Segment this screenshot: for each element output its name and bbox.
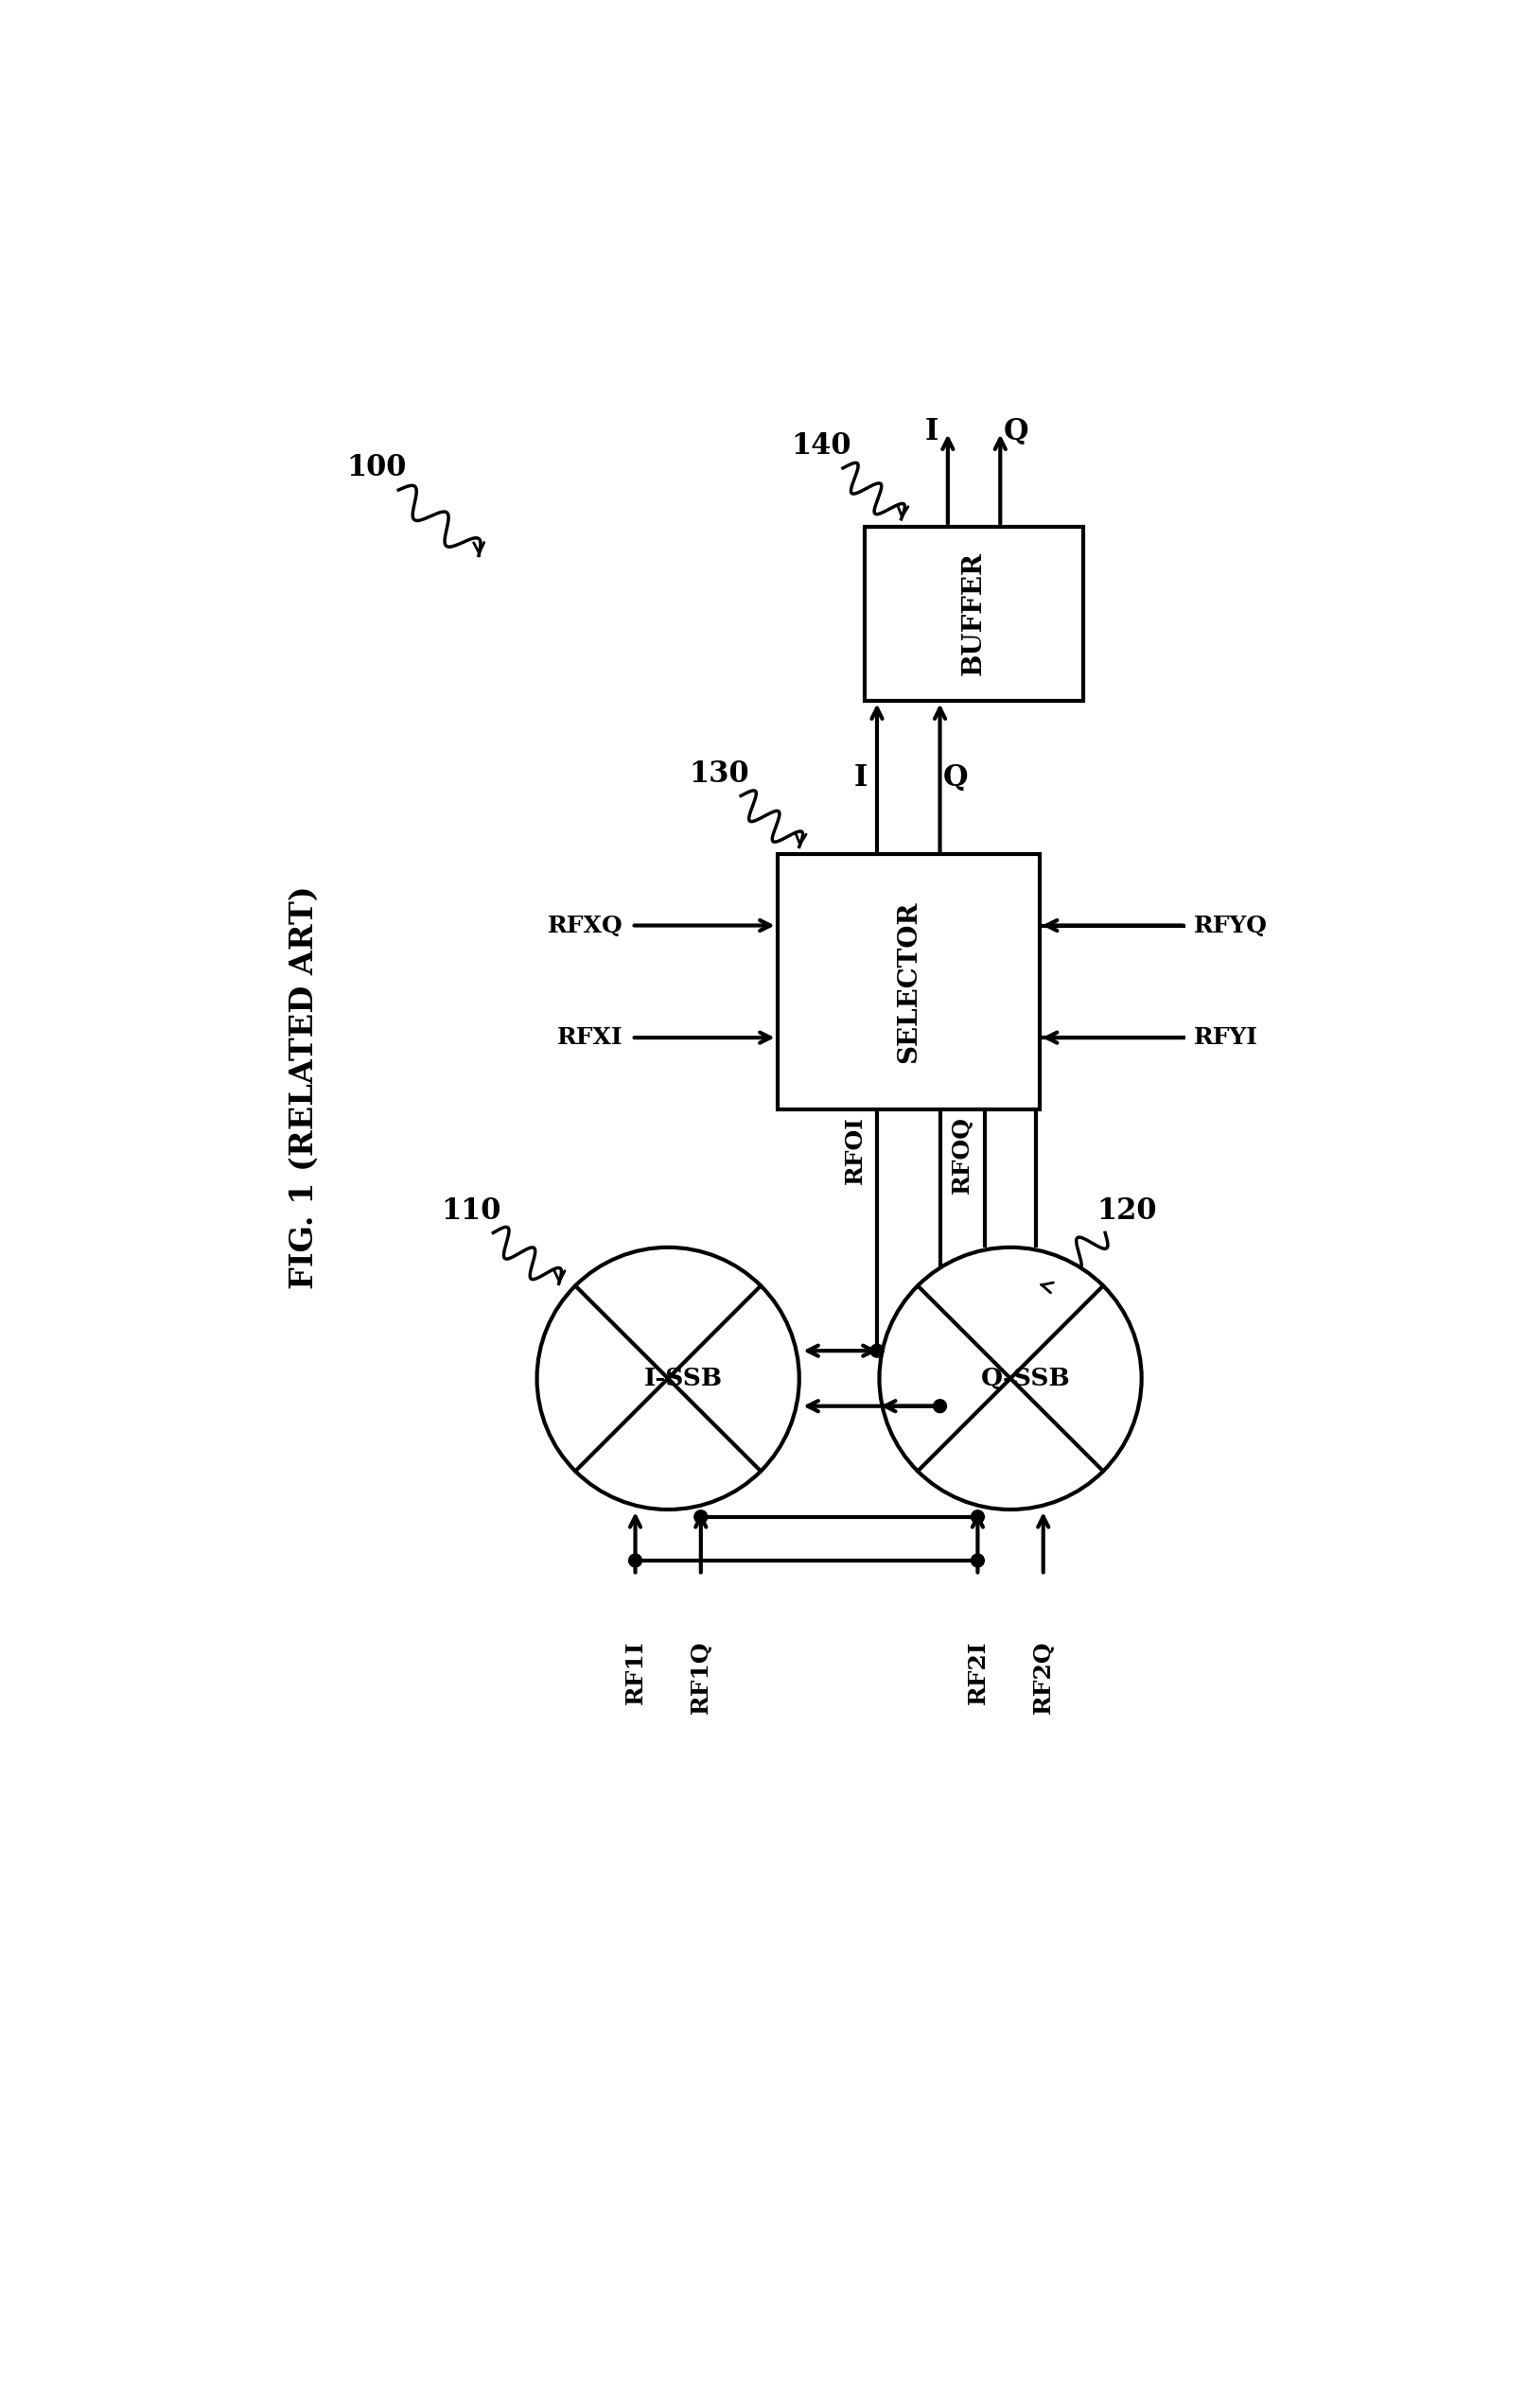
- Text: Q-SSB: Q-SSB: [981, 1368, 1071, 1389]
- Text: SELECTOR: SELECTOR: [896, 901, 922, 1062]
- Text: RFXI: RFXI: [557, 1026, 623, 1050]
- Circle shape: [934, 1399, 946, 1413]
- Text: 110: 110: [441, 1197, 502, 1226]
- Text: BUFFER: BUFFER: [961, 551, 987, 677]
- Text: 130: 130: [688, 759, 749, 790]
- Text: FIG. 1 (RELATED ART): FIG. 1 (RELATED ART): [288, 886, 319, 1288]
- Text: RF2Q: RF2Q: [1032, 1640, 1054, 1714]
- Text: I-SSB: I-SSB: [644, 1368, 723, 1389]
- Circle shape: [971, 1510, 984, 1524]
- Circle shape: [971, 1553, 984, 1568]
- Text: Q: Q: [1004, 417, 1029, 445]
- Circle shape: [879, 1247, 1141, 1510]
- Text: RFYI: RFYI: [1193, 1026, 1259, 1050]
- Text: 120: 120: [1097, 1197, 1157, 1226]
- Bar: [777, 855, 1039, 1110]
- Circle shape: [629, 1553, 642, 1568]
- Text: 100: 100: [346, 453, 406, 482]
- Text: 140: 140: [790, 431, 852, 460]
- Text: RFXQ: RFXQ: [548, 915, 623, 937]
- Text: RF2I: RF2I: [966, 1640, 989, 1705]
- Text: RF1I: RF1I: [624, 1640, 647, 1705]
- Bar: [865, 527, 1083, 701]
- Circle shape: [870, 1344, 884, 1358]
- Text: I: I: [855, 763, 868, 792]
- Text: RFYQ: RFYQ: [1193, 915, 1268, 937]
- Text: RFOQ: RFOQ: [951, 1117, 974, 1194]
- Text: Q: Q: [943, 763, 969, 792]
- Text: RFOI: RFOI: [844, 1117, 867, 1185]
- Text: RF1Q: RF1Q: [690, 1640, 713, 1714]
- Circle shape: [537, 1247, 800, 1510]
- Circle shape: [694, 1510, 708, 1524]
- Text: I: I: [925, 417, 938, 445]
